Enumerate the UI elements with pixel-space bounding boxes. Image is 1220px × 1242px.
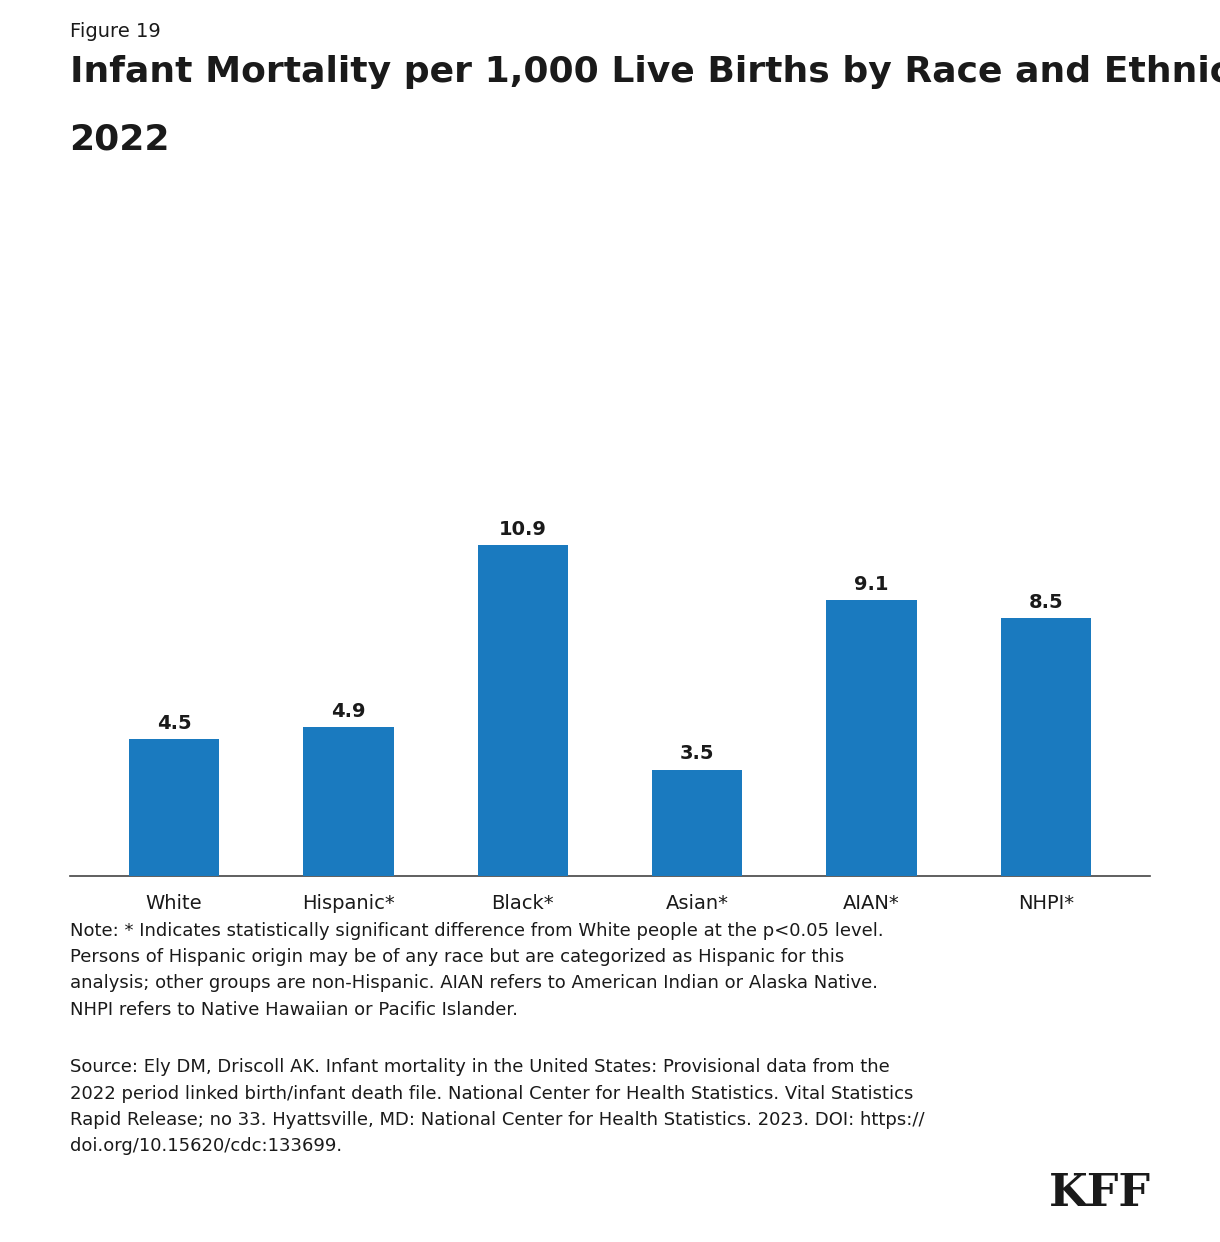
Text: 10.9: 10.9 xyxy=(499,520,547,539)
Text: 4.9: 4.9 xyxy=(332,702,366,722)
Bar xyxy=(303,727,394,876)
Bar xyxy=(651,770,743,876)
Text: 2022: 2022 xyxy=(70,123,170,156)
Text: Source: Ely DM, Driscoll AK. Infant mortality in the United States: Provisional : Source: Ely DM, Driscoll AK. Infant mort… xyxy=(70,1058,925,1155)
Text: Infant Mortality per 1,000 Live Births by Race and Ethnicity,: Infant Mortality per 1,000 Live Births b… xyxy=(70,55,1220,88)
Bar xyxy=(477,545,569,876)
Bar xyxy=(826,600,917,876)
Text: KFF: KFF xyxy=(1048,1171,1150,1215)
Text: 4.5: 4.5 xyxy=(157,714,192,733)
Text: Figure 19: Figure 19 xyxy=(70,22,160,41)
Text: 8.5: 8.5 xyxy=(1028,592,1063,612)
Text: 3.5: 3.5 xyxy=(680,744,715,764)
Text: 9.1: 9.1 xyxy=(854,575,888,594)
Bar xyxy=(129,739,220,876)
Bar xyxy=(1000,619,1091,876)
Text: Note: * Indicates statistically significant difference from White people at the : Note: * Indicates statistically signific… xyxy=(70,922,883,1018)
